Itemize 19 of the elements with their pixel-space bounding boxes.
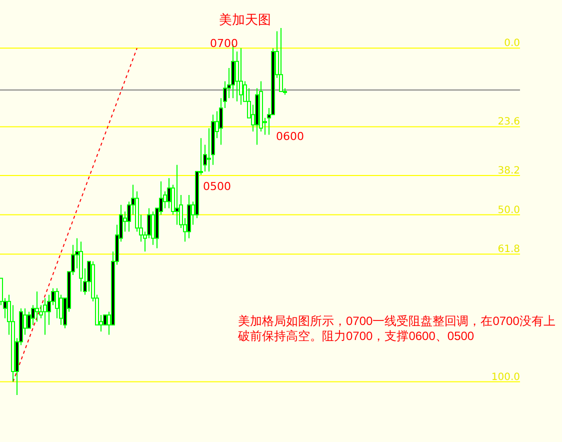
candlestick xyxy=(239,48,243,106)
chart-title: 美加天图 xyxy=(219,12,271,28)
candlestick xyxy=(235,50,239,102)
text: 23.6 xyxy=(498,116,520,128)
annotation: 0500 xyxy=(203,180,231,193)
candlestick xyxy=(175,164,179,226)
candlestick xyxy=(279,28,283,92)
annotation: 0700 xyxy=(210,37,238,50)
text: 38.2 xyxy=(498,166,520,177)
annotation: 0600 xyxy=(276,130,304,143)
candlestick xyxy=(167,178,171,209)
candlestick xyxy=(43,298,47,336)
annotation: 美加格局如图所示，0700一线受阻盘整回调，在0700没有上破前保持高空。阻力0700，支撑0600、0500 xyxy=(238,314,556,344)
text: 100.0 xyxy=(491,372,520,383)
text: 61.8 xyxy=(498,244,520,256)
candlestick xyxy=(151,211,155,246)
candlestick xyxy=(35,291,39,322)
text: 50.0 xyxy=(498,204,520,216)
text: 0.0 xyxy=(504,38,520,50)
